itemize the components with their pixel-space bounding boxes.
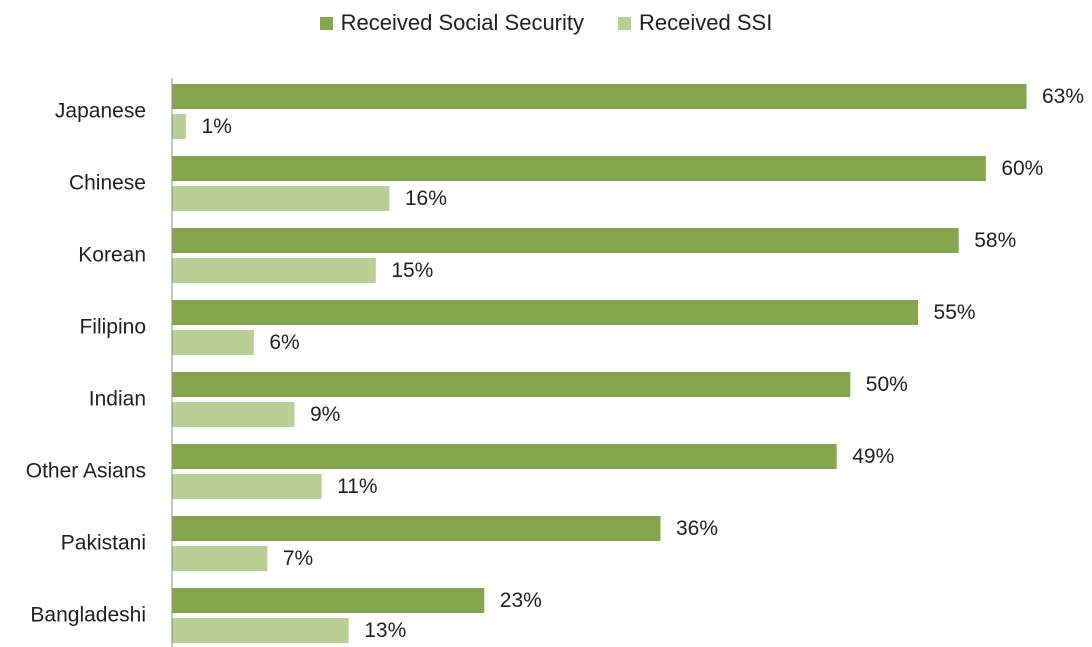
category-label-filipino: Filipino (79, 316, 146, 339)
bar-ssi-japanese (172, 114, 187, 139)
category-label-korean: Korean (78, 244, 146, 267)
legend-swatch-ssi (618, 16, 632, 30)
data-label-social-security-bangladeshi: 23% (500, 589, 542, 612)
bar-social-security-chinese (172, 156, 986, 181)
bar-ssi-filipino (172, 330, 254, 355)
bar-ssi-chinese (172, 186, 390, 211)
data-label-social-security-indian: 50% (866, 373, 908, 396)
bar-ssi-pakistani (172, 546, 268, 571)
data-label-ssi-japanese: 1% (202, 115, 232, 138)
legend-item-social-security: Received Social Security (319, 10, 585, 36)
legend: Received Social Security Received SSI (0, 10, 1092, 36)
legend-item-ssi: Received SSI (618, 10, 772, 36)
bar-social-security-japanese (172, 84, 1027, 109)
category-label-other-asians: Other Asians (26, 460, 146, 483)
legend-label-social-security: Received Social Security (340, 10, 585, 35)
data-label-social-security-korean: 58% (974, 229, 1016, 252)
bar-ssi-bangladeshi (172, 618, 349, 643)
category-label-pakistani: Pakistani (61, 532, 146, 555)
legend-swatch-social-security (319, 16, 333, 30)
bar-ssi-korean (172, 258, 376, 283)
bar-social-security-korean (172, 228, 959, 253)
category-label-japanese: Japanese (55, 100, 146, 123)
data-label-ssi-chinese: 16% (405, 187, 447, 210)
category-label-bangladeshi: Bangladeshi (30, 604, 146, 627)
data-label-ssi-bangladeshi: 13% (364, 619, 406, 642)
data-label-ssi-indian: 9% (310, 403, 340, 426)
data-label-ssi-pakistani: 7% (283, 547, 313, 570)
data-label-ssi-filipino: 6% (269, 331, 299, 354)
legend-label-ssi: Received SSI (639, 10, 773, 35)
category-label-indian: Indian (89, 388, 146, 411)
data-label-social-security-chinese: 60% (1001, 157, 1043, 180)
bar-social-security-pakistani (172, 516, 661, 541)
bar-ssi-other-asians (172, 474, 322, 499)
bar-ssi-indian (172, 402, 295, 427)
data-label-social-security-pakistani: 36% (676, 517, 718, 540)
data-label-ssi-other-asians: 11% (337, 475, 377, 498)
data-label-social-security-filipino: 55% (934, 301, 976, 324)
category-label-chinese: Chinese (69, 172, 146, 195)
data-label-ssi-korean: 15% (391, 259, 433, 282)
bar-social-security-indian (172, 372, 851, 397)
data-label-social-security-other-asians: 49% (852, 445, 894, 468)
data-label-social-security-japanese: 63% (1042, 85, 1084, 108)
bar-social-security-filipino (172, 300, 919, 325)
bar-social-security-bangladeshi (172, 588, 485, 613)
bar-social-security-other-asians (172, 444, 837, 469)
